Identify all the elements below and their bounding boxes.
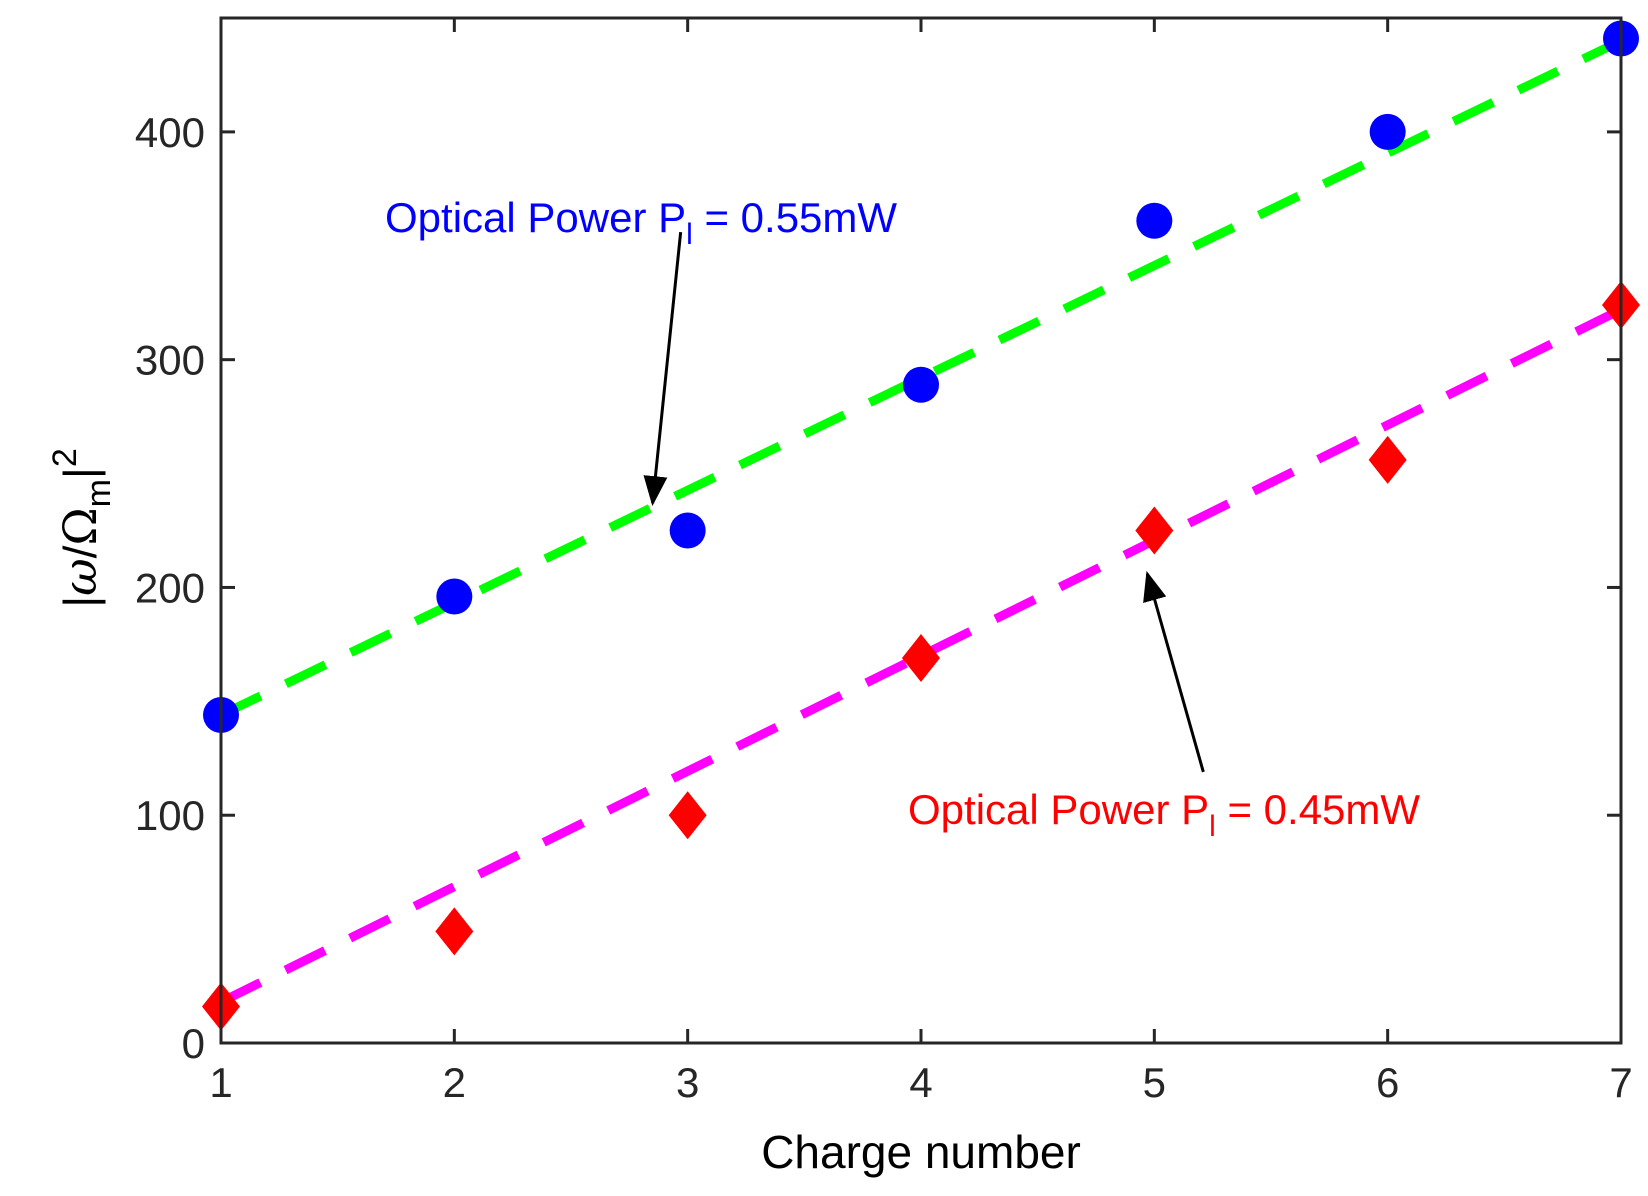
plot-frame [219,16,1623,1045]
y-axis-title-Omega: Ω [53,507,107,545]
y-axis-title: |ω/Ωm|2 [46,448,118,608]
series-0-point [436,578,473,615]
annotation-045-prefix: Optical Power P [908,786,1209,833]
x-tick-label: 6 [1376,1059,1399,1106]
annotation-045-arrow [1143,570,1205,773]
fit-0.45mW-line [219,305,1623,1007]
y-axis-title-superscript: 2 [46,448,84,467]
plot-content [202,20,1640,1031]
x-tick-label: 3 [676,1059,699,1106]
series-1-point [668,791,707,840]
y-axis-title-slash: / [54,545,106,558]
series-1-point [1135,506,1174,555]
series-1-point [435,907,474,956]
y-tick-label: 300 [135,337,205,384]
y-tick-label: 0 [182,1020,205,1067]
annotation-055-label: Optical Power Pl = 0.55mW [385,194,897,251]
x-axis-title: Charge number [761,1126,1081,1178]
x-tick-label: 4 [909,1059,932,1106]
series-1-point [1368,435,1407,484]
x-tick-label: 7 [1609,1059,1632,1106]
annotation-045-subscript: l [1209,810,1216,843]
y-axis-title-bar-close: | [54,467,106,479]
annotation-055-subscript: l [686,218,693,251]
y-tick-label: 200 [135,564,205,611]
y-tick-label: 400 [135,109,205,156]
x-tick-label: 5 [1143,1059,1166,1106]
annotation-045-label: Optical Power Pl = 0.45mW [908,786,1420,843]
annotation-045-suffix: = 0.45mW [1216,786,1421,833]
series-0-point [1136,202,1173,239]
annotation-055-arrow [643,231,683,507]
y-tick-label: 100 [135,792,205,839]
x-tick-label: 1 [209,1059,232,1106]
series-0-point [1369,113,1406,150]
y-axis-title-subscript: m [80,479,118,507]
annotations: Optical Power Pl = 0.55mW Optical Power … [385,194,1420,843]
series-0-point [669,512,706,549]
series-0-point [903,366,939,403]
series-1-point [902,634,940,683]
y-axis-title-omega: ω [53,558,107,596]
annotation-055-prefix: Optical Power P [385,194,686,241]
axis-ticks: 1 2 3 4 5 6 7 0 100 200 300 400 [135,18,1633,1106]
y-axis-title-bar-open: | [54,596,106,608]
annotation-055-suffix: = 0.55mW [693,194,898,241]
x-tick-label: 2 [443,1059,466,1106]
